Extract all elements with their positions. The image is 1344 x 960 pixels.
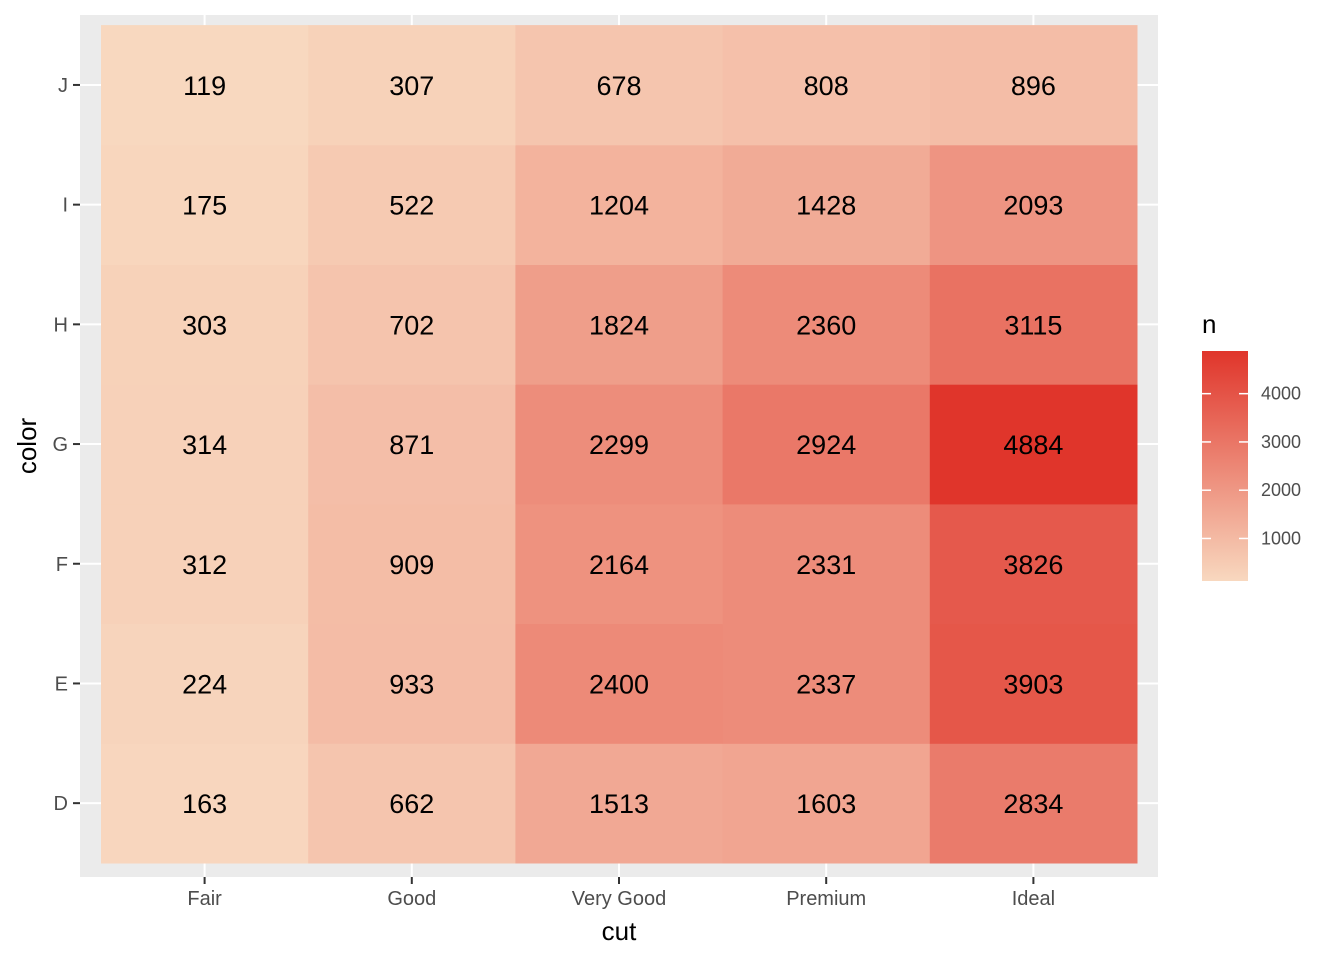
cell-value-label: 2331	[796, 550, 856, 580]
y-tick-label: D	[54, 793, 68, 815]
x-tick-label: Premium	[786, 888, 866, 910]
cell-value-label: 1603	[796, 789, 856, 819]
cell-value-label: 4884	[1003, 430, 1063, 460]
x-tick-label: Good	[387, 888, 436, 910]
heatmap-cell	[929, 264, 1138, 385]
heatmap-cell	[929, 743, 1138, 864]
x-axis-title: cut	[602, 916, 637, 946]
legend-tick-label: 4000	[1261, 384, 1301, 404]
y-tick-label: F	[56, 554, 68, 576]
heatmap-cell	[515, 264, 724, 385]
cell-value-label: 3826	[1003, 550, 1063, 580]
heatmap-cell	[722, 623, 931, 744]
heatmap-cell	[722, 144, 931, 265]
cell-value-label: 933	[389, 669, 434, 699]
legend-tick-label: 1000	[1261, 528, 1301, 548]
heatmap-cell	[308, 623, 516, 744]
heatmap-cell	[722, 743, 931, 864]
cell-value-label: 2834	[1003, 789, 1063, 819]
heatmap-cell	[515, 144, 724, 265]
cell-labels: 163 662 1513 1603 2834 224 933 2400 2337 3903 312 9…	[182, 71, 1063, 819]
heatmap-cell	[101, 144, 309, 265]
cell-value-label: 175	[182, 191, 227, 221]
y-axis-title: color	[12, 417, 42, 474]
heatmap-cell	[515, 743, 724, 864]
legend-tick-label: 3000	[1261, 432, 1301, 452]
heatmap-cell	[101, 503, 309, 625]
cell-value-label: 1824	[589, 310, 649, 340]
y-tick-label: J	[58, 75, 68, 97]
heatmap-cell	[722, 503, 931, 625]
cell-value-label: 119	[183, 71, 226, 101]
cell-value-label: 2164	[589, 550, 649, 580]
heatmap-cell	[929, 623, 1138, 744]
cell-value-label: 2093	[1003, 191, 1063, 221]
heatmap-cell	[515, 25, 724, 146]
heatmap-cell	[101, 264, 309, 385]
heatmap-cell	[308, 25, 516, 146]
cell-value-label: 662	[389, 789, 434, 819]
heatmap-cell	[308, 743, 516, 864]
heatmap-cell	[929, 503, 1138, 625]
cell-value-label: 678	[596, 71, 641, 101]
heatmap-cell	[515, 384, 724, 505]
heatmap-cell	[515, 503, 724, 625]
heatmap-cell	[722, 25, 931, 146]
legend-title: n	[1202, 309, 1216, 339]
y-tick-label: G	[52, 434, 68, 456]
legend-ticks: 1000 2000 3000 4000	[1202, 384, 1301, 548]
legend-tick-label: 2000	[1261, 480, 1301, 500]
heatmap-cell	[308, 264, 516, 385]
heatmap-cell	[308, 503, 516, 625]
cell-value-label: 808	[804, 71, 849, 101]
cell-value-label: 1513	[589, 789, 649, 819]
x-tick-label: Ideal	[1012, 888, 1055, 910]
cell-value-label: 2360	[796, 310, 856, 340]
cell-value-label: 522	[389, 191, 434, 221]
cell-value-label: 224	[182, 669, 227, 699]
heatmap-cell	[101, 25, 309, 146]
cell-value-label: 307	[389, 71, 434, 101]
heatmap-cell	[308, 144, 516, 265]
cell-value-label: 896	[1011, 71, 1056, 101]
heatmap-cells	[101, 25, 1138, 864]
y-axis: D E F G H I J	[52, 75, 80, 815]
cell-value-label: 2924	[796, 430, 856, 460]
x-tick-label: Very Good	[572, 888, 667, 910]
y-tick-label: E	[55, 673, 68, 695]
cell-value-label: 2337	[796, 669, 856, 699]
cell-value-label: 871	[389, 430, 434, 460]
heatmap-cell	[101, 743, 309, 864]
cell-value-label: 1204	[589, 191, 649, 221]
color-legend: n 1000 2000 3000 4000	[1202, 309, 1301, 581]
cell-value-label: 3115	[1004, 310, 1062, 340]
cell-value-label: 2299	[589, 430, 649, 460]
cell-value-label: 2400	[589, 669, 649, 699]
legend-color-bar	[1202, 351, 1248, 581]
cell-value-label: 314	[182, 430, 227, 460]
heatmap-cell	[101, 623, 309, 744]
heatmap-cell	[929, 25, 1138, 146]
cell-value-label: 1428	[796, 191, 856, 221]
cell-value-label: 163	[182, 789, 227, 819]
heatmap-cell	[722, 264, 931, 385]
cell-value-label: 303	[182, 310, 227, 340]
y-tick-label: H	[54, 314, 68, 336]
heatmap-cell	[101, 384, 309, 505]
cell-value-label: 312	[182, 550, 227, 580]
heatmap-cell	[308, 384, 516, 505]
cell-value-label: 3903	[1003, 669, 1063, 699]
heatmap-cell	[722, 384, 931, 505]
x-tick-label: Fair	[187, 888, 222, 910]
cell-value-label: 702	[389, 310, 434, 340]
y-tick-label: I	[62, 195, 68, 217]
heatmap-cell	[929, 384, 1138, 505]
x-axis: Fair Good Very Good Premium Ideal	[187, 877, 1055, 910]
heatmap-cell	[929, 144, 1138, 265]
cell-value-label: 909	[389, 550, 434, 580]
heatmap-cell	[515, 623, 724, 744]
